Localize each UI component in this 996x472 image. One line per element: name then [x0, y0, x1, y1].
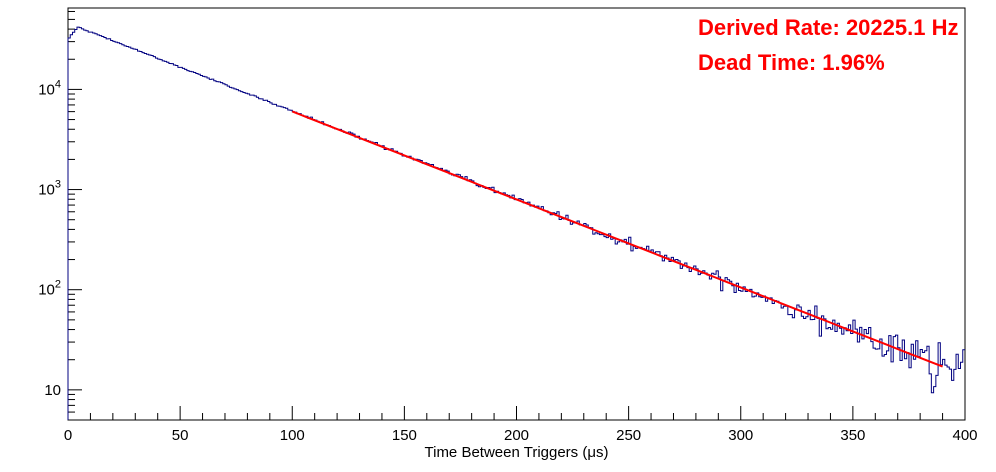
annotation-block: Derived Rate: 20225.1 Hz Dead Time: 1.96…	[698, 10, 958, 80]
x-tick-label: 50	[172, 427, 189, 444]
y-tick-label: 103	[38, 179, 61, 199]
x-tick-label: 350	[840, 427, 865, 444]
y-tick-label: 102	[38, 279, 61, 299]
x-axis-title: Time Between Triggers (μs)	[424, 444, 609, 461]
y-tick-label: 104	[38, 78, 61, 98]
x-tick-label: 0	[64, 427, 72, 444]
x-tick-label: 400	[952, 427, 977, 444]
x-tick-label: 100	[280, 427, 305, 444]
fit-line	[291, 110, 943, 368]
y-tick-label: 10	[44, 382, 61, 399]
histogram-series	[67, 26, 965, 420]
x-tick-label: 200	[504, 427, 529, 444]
annotation-dead-time: Dead Time: 1.96%	[698, 50, 885, 75]
x-tick-label: 250	[616, 427, 641, 444]
x-tick-label: 300	[728, 427, 753, 444]
x-tick-label: 150	[392, 427, 417, 444]
annotation-derived-rate: Derived Rate: 20225.1 Hz	[698, 15, 959, 40]
